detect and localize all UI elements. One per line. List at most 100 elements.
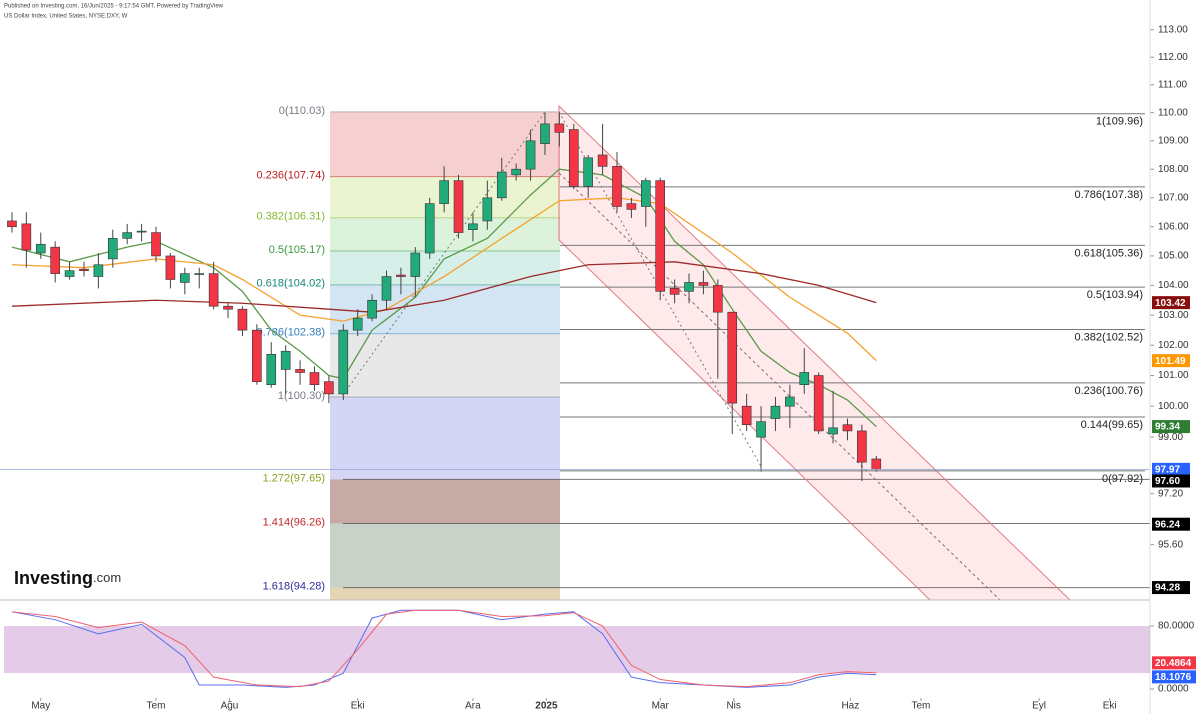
fib-level-label: 0.618(105.36) — [1075, 247, 1144, 259]
fib-band — [330, 523, 560, 588]
candle-body — [352, 317, 363, 331]
price-tag — [1152, 354, 1190, 368]
price-tag — [1152, 296, 1190, 310]
candle-body — [208, 273, 219, 307]
candle-body — [266, 353, 277, 386]
fib-level-label: 1(109.96) — [1096, 116, 1143, 128]
candle-body — [309, 372, 320, 386]
candle-body — [583, 157, 593, 187]
y-tick-label: 103.00 — [1158, 310, 1189, 321]
candle-body — [223, 305, 233, 310]
y-tick-label: 105.00 — [1158, 251, 1189, 262]
y-tick-label: 107.00 — [1158, 192, 1189, 203]
x-tick-label: Mar — [652, 701, 670, 712]
candle-body — [482, 197, 493, 222]
candle-body — [525, 140, 536, 170]
candle-body — [367, 299, 377, 319]
candle-body — [799, 372, 810, 386]
header-line: US Dollar Index, United States, NYSE:DXY… — [4, 14, 128, 20]
candle-body — [453, 180, 464, 233]
fib-band — [330, 250, 560, 285]
candle-body — [770, 405, 781, 419]
y-tick-label: 97.20 — [1158, 488, 1183, 499]
candle-body — [626, 203, 637, 210]
x-tick-label: Ara — [465, 701, 481, 712]
candle-body — [194, 273, 205, 275]
price-tag-label: 97.60 — [1155, 476, 1180, 487]
fib-level-label: 0.786(102.38) — [257, 327, 326, 339]
candle-body — [280, 350, 291, 370]
x-tick-label: Tem — [911, 701, 930, 712]
candle-body — [439, 180, 449, 204]
price-tag-label: 96.24 — [1155, 519, 1180, 530]
y-tick-label: 0.0000 — [1158, 684, 1189, 695]
fib-trendline — [558, 111, 763, 469]
candle-body — [713, 285, 723, 313]
fib-level-label: 1(100.30) — [278, 390, 325, 402]
channel-midline — [558, 172, 1001, 601]
oscillator-band — [4, 626, 1150, 673]
candle-body — [857, 430, 867, 463]
x-tick-label: 2025 — [535, 701, 558, 712]
candle-body — [151, 232, 161, 257]
candle-body — [669, 288, 680, 295]
fib-level-label: 0.618(104.02) — [257, 278, 326, 290]
candle-body — [136, 230, 147, 233]
oscillator-tag-label: 20.4864 — [1155, 658, 1192, 669]
price-tag-label: 99.34 — [1155, 422, 1180, 433]
candle-body — [727, 311, 738, 404]
y-tick-label: 95.60 — [1158, 539, 1183, 550]
price-tag — [1152, 581, 1190, 595]
x-tick-label: Tem — [147, 701, 166, 712]
fib-level-label: 1.414(96.26) — [263, 516, 325, 528]
x-tick-label: Nis — [726, 701, 740, 712]
x-tick-label: Haz — [841, 701, 859, 712]
moving-average — [11, 261, 877, 313]
oscillator-plot: 80.0000 0.0000 20.4864 18.1076 — [11, 609, 1196, 695]
candle-body — [7, 220, 17, 228]
moving-average — [11, 168, 877, 428]
candle-body — [597, 154, 608, 167]
x-tick-label: Ağu — [221, 701, 239, 712]
oscillator-line — [11, 609, 877, 688]
logo-suffix: .com — [93, 570, 121, 585]
y-tick-label: 109.00 — [1158, 135, 1189, 146]
candle-body — [641, 180, 651, 207]
logo: Investing.com — [14, 568, 121, 588]
y-tick-label: 104.00 — [1158, 280, 1189, 291]
fib-level-label: 0.382(106.31) — [257, 211, 326, 223]
oscillator-tag — [1152, 656, 1196, 670]
candle-body — [698, 282, 709, 286]
candle-body — [741, 405, 752, 426]
x-tick-label: Eki — [351, 701, 365, 712]
candle-body — [122, 232, 133, 239]
candle-body — [655, 180, 666, 292]
candle-body — [612, 166, 622, 207]
candle-body — [338, 329, 349, 395]
fib-level-label: 1.618(94.28) — [263, 580, 325, 592]
candle-body — [871, 458, 882, 470]
price-tag-label: 103.42 — [1155, 298, 1186, 309]
candle-body — [295, 369, 305, 373]
candle-body — [79, 268, 89, 271]
fib-band — [330, 396, 560, 480]
candle-body — [50, 246, 60, 274]
candle-body — [410, 252, 421, 277]
candle-body — [554, 123, 565, 133]
candle-body — [93, 264, 104, 277]
candle-body — [468, 223, 478, 230]
fib-band — [330, 217, 560, 251]
y-tick-label: 106.00 — [1158, 221, 1189, 232]
candle-body — [496, 171, 507, 199]
oscillator-tag-label: 18.1076 — [1155, 672, 1192, 683]
y-tick-label: 80.0000 — [1158, 621, 1195, 632]
fib-band — [330, 284, 560, 334]
logo-main: Investing — [14, 568, 93, 588]
x-tick-label: Eyl — [1032, 701, 1046, 712]
header-line: Published on Investing.com, 16/Jun/2025 … — [4, 4, 224, 10]
price-tag — [1152, 517, 1190, 531]
fib-band — [330, 479, 560, 524]
x-tick-label: May — [31, 701, 50, 712]
